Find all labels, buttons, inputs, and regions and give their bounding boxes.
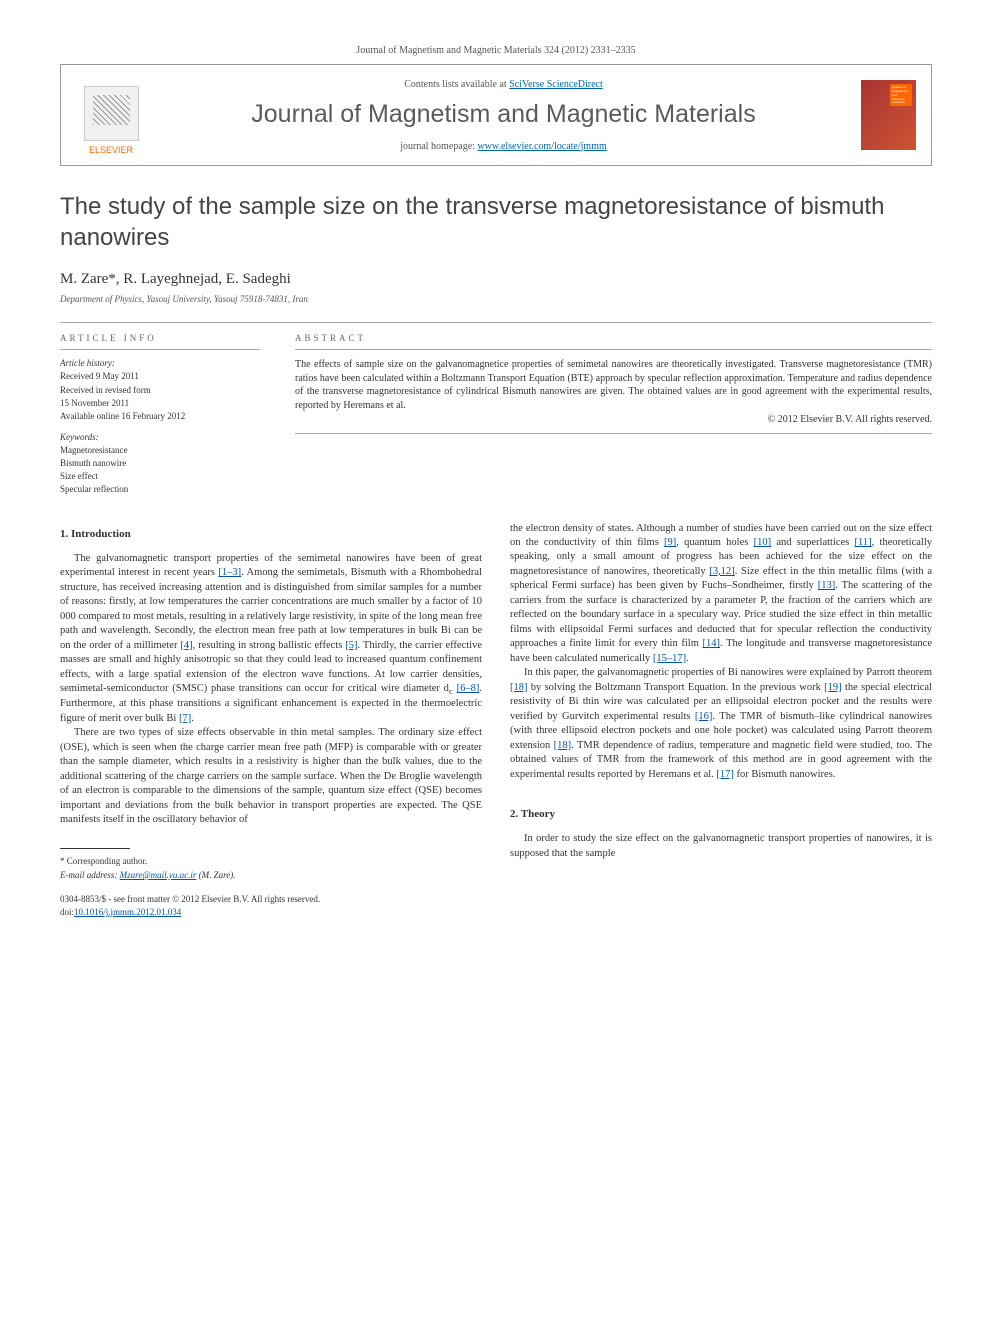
ref-link[interactable]: [13] — [818, 580, 836, 591]
ref-link[interactable]: [17] — [716, 769, 734, 780]
journal-name: Journal of Magnetism and Magnetic Materi… — [156, 100, 851, 129]
article-title: The study of the sample size on the tran… — [60, 191, 932, 253]
text: for Bismuth nanowires. — [734, 769, 836, 780]
header-center: Contents lists available at SciVerse Sci… — [146, 79, 861, 152]
ref-link[interactable]: [16] — [695, 711, 713, 722]
ref-link[interactable]: [6–8] — [457, 683, 480, 694]
email-line: E-mail address: Mzare@mail.yu.ac.ir (M. … — [60, 869, 482, 881]
elsevier-tree-icon — [84, 86, 139, 141]
doi-line: doi:10.1016/j.jmmm.2012.01.034 — [60, 906, 482, 918]
keyword: Magnetoresistance — [60, 444, 260, 456]
keyword: Bismuth nanowire — [60, 457, 260, 469]
divider — [60, 322, 932, 323]
article-info-label: ARTICLE INFO — [60, 333, 260, 343]
homepage-link[interactable]: www.elsevier.com/locate/jmmm — [477, 141, 606, 152]
intro-para-2: There are two types of size effects obse… — [60, 726, 482, 827]
journal-cover-icon: journal of magnetism and magnetic materi… — [861, 80, 916, 150]
ref-link[interactable]: [3,12] — [709, 566, 734, 577]
contents-line: Contents lists available at SciVerse Sci… — [156, 79, 851, 90]
history-label: Article history: — [60, 358, 260, 368]
ref-link[interactable]: [1–3] — [218, 567, 241, 578]
contents-prefix: Contents lists available at — [404, 79, 509, 90]
theory-para-1: In order to study the size effect on the… — [510, 832, 932, 861]
info-row: ARTICLE INFO Article history: Received 9… — [60, 333, 932, 496]
sciverse-link[interactable]: SciVerse ScienceDirect — [509, 79, 603, 90]
intro-para-1: The galvanomagnetic transport properties… — [60, 552, 482, 726]
homepage-prefix: journal homepage: — [400, 141, 477, 152]
text: , resulting in strong ballistic effects — [193, 640, 346, 651]
elsevier-text: ELSEVIER — [89, 145, 133, 155]
issn-line: 0304-8853/$ - see front matter © 2012 El… — [60, 893, 482, 905]
history-online: Available online 16 February 2012 — [60, 410, 260, 422]
divider — [60, 349, 260, 350]
doi-link[interactable]: 10.1016/j.jmmm.2012.01.034 — [74, 907, 181, 917]
theory-heading: 2. Theory — [510, 807, 932, 822]
text: . — [191, 713, 194, 724]
ref-link[interactable]: [18] — [510, 682, 528, 693]
abstract-text: The effects of sample size on the galvan… — [295, 358, 932, 412]
history-received: Received 9 May 2011 — [60, 370, 260, 382]
intro-heading: 1. Introduction — [60, 527, 482, 542]
keyword: Size effect — [60, 470, 260, 482]
ref-link[interactable]: [10] — [754, 537, 772, 548]
ref-link[interactable]: [7] — [179, 713, 191, 724]
copyright: © 2012 Elsevier B.V. All rights reserved… — [295, 414, 932, 425]
authors: M. Zare*, R. Layeghnejad, E. Sadeghi — [60, 271, 932, 288]
abstract-block: ABSTRACT The effects of sample size on t… — [295, 333, 932, 496]
corresponding-note: * Corresponding author. — [60, 855, 482, 867]
ref-link[interactable]: [15–17] — [653, 653, 686, 664]
ref-link[interactable]: [4] — [180, 640, 192, 651]
divider — [295, 433, 932, 434]
keywords-label: Keywords: — [60, 432, 260, 442]
col2-para-2: In this paper, the galvanomagnetic prope… — [510, 666, 932, 782]
homepage-line: journal homepage: www.elsevier.com/locat… — [156, 141, 851, 152]
text: . — [686, 653, 689, 664]
email-link[interactable]: Mzare@mail.yu.ac.ir — [120, 870, 197, 880]
abstract-label: ABSTRACT — [295, 333, 932, 343]
footnote-divider — [60, 848, 130, 849]
top-citation: Journal of Magnetism and Magnetic Materi… — [60, 45, 932, 56]
elsevier-logo: ELSEVIER — [76, 75, 146, 155]
journal-cover-badge: journal of magnetism and magnetic materi… — [890, 84, 912, 106]
ref-link[interactable]: [18] — [554, 740, 572, 751]
email-label: E-mail address: — [60, 870, 120, 880]
header-box: ELSEVIER Contents lists available at Sci… — [60, 64, 932, 166]
text: In this paper, the galvanomagnetic prope… — [524, 667, 932, 678]
doi-prefix: doi: — [60, 907, 74, 917]
ref-link[interactable]: [14] — [703, 638, 721, 649]
text: and superlattices — [771, 537, 854, 548]
text: , quantum holes — [676, 537, 753, 548]
affiliation: Department of Physics, Yasouj University… — [60, 294, 932, 304]
ref-link[interactable]: [5] — [345, 640, 357, 651]
text: . Among the semimetals, Bismuth with a R… — [60, 567, 482, 650]
ref-link[interactable]: [19] — [824, 682, 842, 693]
keyword: Specular reflection — [60, 483, 260, 495]
col2-para-1: the electron density of states. Although… — [510, 522, 932, 667]
article-info: ARTICLE INFO Article history: Received 9… — [60, 333, 260, 496]
body-columns: 1. Introduction The galvanomagnetic tran… — [60, 522, 932, 919]
divider — [295, 349, 932, 350]
page: Journal of Magnetism and Magnetic Materi… — [0, 0, 992, 963]
ref-link[interactable]: [11] — [855, 537, 872, 548]
text: by solving the Boltzmann Transport Equat… — [528, 682, 825, 693]
right-column: the electron density of states. Although… — [510, 522, 932, 919]
history-revised-date: 15 November 2011 — [60, 397, 260, 409]
email-who: (M. Zare). — [196, 870, 235, 880]
left-column: 1. Introduction The galvanomagnetic tran… — [60, 522, 482, 919]
history-revised: Received in revised form — [60, 384, 260, 396]
ref-link[interactable]: [9] — [664, 537, 676, 548]
